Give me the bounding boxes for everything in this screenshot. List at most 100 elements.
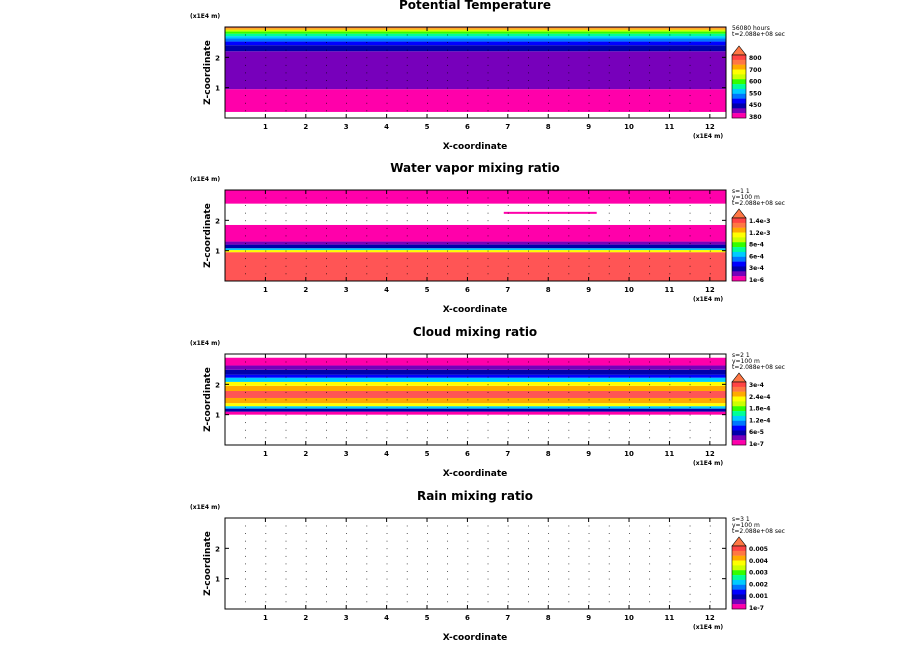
grid-dot bbox=[568, 525, 570, 527]
grid-dot bbox=[709, 110, 711, 112]
x-tick-label: 9 bbox=[586, 286, 591, 294]
grid-dot bbox=[507, 72, 509, 74]
grid-dot bbox=[245, 205, 247, 206]
x-tick-label: 2 bbox=[303, 450, 308, 458]
z-tick-label: 1 bbox=[215, 576, 220, 584]
grid-dot bbox=[305, 34, 307, 36]
grid-dot bbox=[568, 87, 570, 89]
grid-dot bbox=[245, 212, 247, 214]
grid-dot bbox=[265, 391, 267, 393]
grid-dot bbox=[649, 42, 651, 43]
grid-dot bbox=[649, 525, 651, 527]
grid-dot bbox=[386, 87, 388, 89]
grid-dot bbox=[427, 571, 428, 572]
grid-dot bbox=[427, 49, 428, 51]
grid-dot bbox=[669, 205, 671, 206]
grid-dot bbox=[346, 49, 348, 51]
grid-dot bbox=[507, 205, 509, 206]
grid-dot bbox=[528, 407, 529, 408]
grid-dot bbox=[386, 205, 388, 206]
grid-dot bbox=[467, 384, 469, 386]
grid-dot bbox=[285, 227, 287, 229]
grid-dot bbox=[386, 243, 388, 244]
grid-dot bbox=[406, 34, 408, 36]
grid-dot bbox=[548, 407, 550, 408]
grid-dot bbox=[386, 197, 388, 199]
colorbar-label: 0.005 bbox=[749, 546, 768, 553]
grid-dot bbox=[528, 250, 529, 252]
grid-dot bbox=[386, 369, 388, 370]
grid-dot bbox=[285, 57, 287, 59]
grid-dot bbox=[629, 212, 630, 214]
colorbar-label: 600 bbox=[749, 79, 762, 86]
grid-dot bbox=[346, 586, 348, 588]
grid-dot bbox=[467, 422, 469, 424]
x-tick-label: 5 bbox=[425, 614, 430, 622]
grid-dot bbox=[588, 258, 590, 260]
grid-dot bbox=[406, 110, 408, 112]
plot-frame bbox=[224, 189, 727, 282]
grid-dot bbox=[386, 593, 388, 595]
x-tick-label: 9 bbox=[586, 450, 591, 458]
colorbar-swatch bbox=[732, 64, 746, 70]
grid-dot bbox=[245, 563, 247, 565]
grid-dot bbox=[608, 110, 610, 112]
grid-dot bbox=[568, 601, 570, 603]
grid-dot bbox=[285, 414, 287, 416]
grid-dot bbox=[487, 376, 489, 378]
grid-dot bbox=[366, 593, 368, 595]
grid-dot bbox=[588, 369, 590, 370]
grid-dot bbox=[366, 586, 368, 588]
grid-dot bbox=[406, 369, 408, 370]
z-tick-label: 1 bbox=[215, 248, 220, 256]
grid-dot bbox=[588, 391, 590, 393]
colorbar-label: 3e-4 bbox=[749, 382, 764, 389]
grid-dot bbox=[427, 72, 428, 74]
grid-dot bbox=[629, 102, 630, 104]
grid-dot bbox=[447, 80, 449, 81]
contour-band bbox=[225, 354, 726, 358]
grid-dot bbox=[447, 391, 449, 393]
grid-dot bbox=[608, 197, 610, 199]
grid-dot bbox=[245, 243, 247, 244]
grid-dot bbox=[366, 540, 368, 542]
grid-dot bbox=[649, 437, 651, 439]
grid-dot bbox=[487, 212, 489, 214]
grid-dot bbox=[568, 361, 570, 363]
grid-dot bbox=[689, 80, 691, 81]
grid-dot bbox=[245, 220, 247, 222]
colorbar-swatch bbox=[732, 227, 746, 233]
contour-band bbox=[225, 377, 726, 382]
contour-band bbox=[225, 411, 726, 415]
grid-dot bbox=[709, 369, 711, 370]
grid-dot bbox=[689, 34, 691, 36]
grid-dot bbox=[467, 548, 469, 550]
x-tick-label: 7 bbox=[505, 286, 510, 294]
grid-dot bbox=[386, 376, 388, 378]
grid-dot bbox=[568, 220, 570, 222]
grid-dot bbox=[608, 227, 610, 229]
grid-dot bbox=[346, 384, 348, 386]
grid-dot bbox=[467, 212, 469, 214]
grid-dot bbox=[649, 601, 651, 603]
grid-dot bbox=[326, 391, 327, 393]
grid-dot bbox=[528, 578, 529, 580]
z-tick-label: 2 bbox=[215, 545, 220, 553]
grid-dot bbox=[346, 34, 348, 36]
grid-dot bbox=[649, 34, 651, 36]
grid-dot bbox=[608, 601, 610, 603]
grid-dot bbox=[427, 250, 428, 252]
grid-dot bbox=[427, 422, 428, 424]
x-unit-label: (x1E4 m) bbox=[693, 133, 723, 140]
x-tick-label: 10 bbox=[624, 123, 634, 131]
grid-dot bbox=[265, 197, 267, 199]
grid-dot bbox=[285, 205, 287, 206]
grid-dot bbox=[326, 407, 327, 408]
contour-band bbox=[225, 38, 726, 42]
grid-dot bbox=[629, 369, 630, 370]
grid-dot bbox=[305, 265, 307, 267]
grid-dot bbox=[487, 80, 489, 81]
grid-dot bbox=[386, 414, 388, 416]
grid-dot bbox=[649, 95, 651, 97]
grid-dot bbox=[245, 369, 247, 370]
